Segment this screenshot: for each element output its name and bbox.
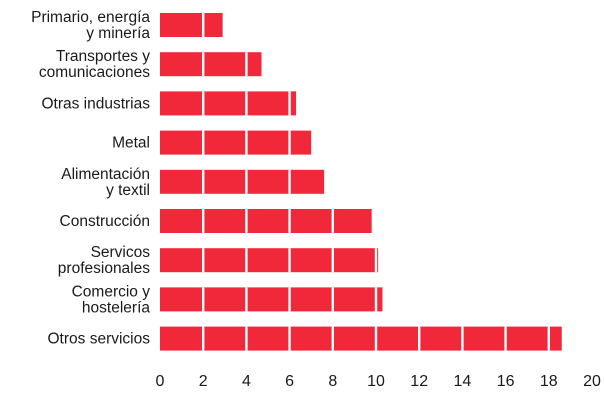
bar [160,326,562,351]
x-tick-label: 20 [583,373,601,390]
bar [160,91,297,116]
category-label: Construcción [60,213,150,230]
bar [160,287,383,312]
x-tick-label: 10 [367,373,385,390]
category-label: Primario, energía y minería [31,9,150,42]
x-tick-label: 12 [410,373,428,390]
x-tick-label: 2 [199,373,208,390]
bars-group [160,13,562,351]
bar [160,13,223,37]
bar [160,169,325,194]
x-tick-label: 18 [540,373,558,390]
category-label: Comercio y hostelería [72,283,151,316]
bar [160,248,379,273]
x-tick-label: 16 [497,373,515,390]
category-label: Otros servicios [48,331,151,348]
x-tick-label: 4 [242,373,251,390]
category-label: Otras industrias [41,95,150,112]
x-tick-label: 8 [328,373,337,390]
category-label: Metal [112,135,150,152]
x-tick-label: 6 [285,373,294,390]
bar [160,52,262,77]
bar [160,130,312,155]
category-label: Alimentación y textil [61,166,150,199]
bar [160,209,372,233]
category-label: Servicos profesionales [58,244,150,277]
x-tick-label: 14 [454,373,472,390]
x-axis-tick-labels: 0 2 4 6 8 10 12 14 16 18 20 [156,373,601,390]
x-tick-label: 0 [156,373,165,390]
category-label: Transportes y comunicaciones [39,48,150,81]
